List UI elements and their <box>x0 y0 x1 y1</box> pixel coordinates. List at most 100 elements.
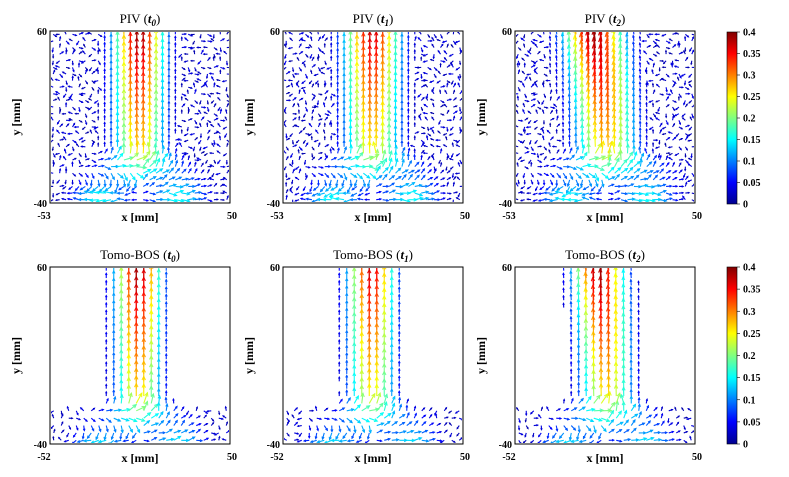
vector-arrowhead <box>321 50 324 54</box>
vector-arrow <box>401 199 411 202</box>
vector-arrowhead <box>316 102 320 106</box>
vector-arrowhead <box>674 177 678 180</box>
vector-arrowhead <box>429 80 432 83</box>
vector-arrowhead <box>548 192 553 196</box>
vector-arrowhead <box>661 34 664 37</box>
vector-arrowhead <box>516 161 519 165</box>
vector-arrowhead <box>61 51 65 54</box>
vector-arrowhead <box>654 111 658 114</box>
vector-arrowhead <box>216 143 219 146</box>
vector-arrowhead <box>303 162 307 166</box>
vector-arrowhead <box>457 32 460 33</box>
vector-arrowhead <box>190 33 193 36</box>
vector-arrow <box>408 182 415 187</box>
vector-arrowhead <box>164 352 168 357</box>
vector-arrowhead <box>644 147 647 151</box>
vector-arrow <box>142 173 148 181</box>
vector-arrowhead <box>407 107 410 111</box>
vector-arrowhead <box>648 174 652 178</box>
vector-arrowhead <box>74 140 78 144</box>
vector-arrowhead <box>105 390 108 394</box>
vector-arrowhead <box>630 183 635 187</box>
vector-arrowhead <box>690 62 693 66</box>
vector-arrowhead <box>689 49 692 53</box>
vector-arrowhead <box>227 169 229 172</box>
vector-arrowhead <box>51 77 53 80</box>
vector-arrow <box>419 32 422 35</box>
vector-arrowhead <box>422 96 425 100</box>
vector-arrowhead <box>526 187 530 190</box>
vector-arrowhead <box>324 83 327 87</box>
vector-arrow <box>599 72 603 88</box>
vector-arrowhead <box>224 135 227 139</box>
vector-arrowhead <box>674 100 678 103</box>
vector-arrowhead <box>305 109 308 113</box>
vector-arrowhead <box>167 106 171 111</box>
vector-arrowhead <box>661 93 665 96</box>
vector-arrowhead <box>133 418 138 423</box>
vector-arrowhead <box>54 78 58 81</box>
vector-arrowhead <box>184 32 188 36</box>
vector-arrowhead <box>110 27 112 29</box>
vector-arrowhead <box>306 35 310 38</box>
vector-arrowhead <box>681 158 684 161</box>
vector-arrowhead <box>214 433 217 436</box>
vector-arrowhead <box>218 412 221 416</box>
vector-arrowhead <box>65 82 68 86</box>
vector-arrowhead <box>539 35 542 38</box>
vector-arrowhead <box>454 97 457 100</box>
vector-arrowhead <box>441 169 445 173</box>
vector-arrow <box>356 144 362 154</box>
vector-arrow <box>343 173 348 180</box>
vector-arrow <box>149 159 157 168</box>
vector-arrowhead <box>310 69 313 73</box>
vector-arrowhead <box>674 59 677 62</box>
vector-arrowhead <box>677 43 680 47</box>
vector-arrowhead <box>407 134 410 138</box>
vector-arrowhead <box>516 174 518 178</box>
vector-arrowhead <box>526 147 530 150</box>
vector-arrowhead <box>532 42 536 45</box>
vector-arrowhead <box>167 126 171 131</box>
vector-arrowhead <box>681 86 685 89</box>
vector-arrowhead <box>687 163 691 166</box>
vector-arrowhead <box>585 72 591 78</box>
vector-arrowhead <box>225 89 228 93</box>
vector-arrowhead <box>288 32 291 34</box>
vector-arrowhead <box>659 128 662 132</box>
vector-arrowhead <box>326 89 329 93</box>
vector-arrow <box>626 65 629 75</box>
vector-arrowhead <box>179 185 184 189</box>
vector-arrowhead <box>664 49 668 53</box>
vector-arrowhead <box>85 82 89 85</box>
vector-arrowhead <box>575 145 579 150</box>
vector-arrowhead <box>326 144 330 147</box>
vector-arrow <box>562 32 564 35</box>
vector-arrowhead <box>219 69 222 72</box>
vector-arrowhead <box>72 69 75 73</box>
vector-arrowhead <box>673 83 676 86</box>
vector-arrowhead <box>222 198 226 201</box>
vector-arrowhead <box>174 35 177 39</box>
vector-arrowhead <box>297 102 300 106</box>
vector-arrowhead <box>105 338 108 342</box>
vector-arrowhead <box>667 131 671 134</box>
vector-arrow <box>367 179 371 187</box>
vector-arrowhead <box>524 95 527 99</box>
vector-arrow <box>586 45 590 61</box>
vector-arrowhead <box>294 52 298 55</box>
vector-arrowhead <box>449 167 453 170</box>
vector-arrowhead <box>400 139 404 144</box>
vector-arrowhead <box>215 92 219 95</box>
vector-arrowhead <box>321 197 327 202</box>
vector-arrow <box>586 38 590 55</box>
vector-arrowhead <box>327 113 330 116</box>
y-tick-top: 60 <box>37 263 47 274</box>
vector-arrowhead <box>103 134 106 138</box>
vector-arrowhead <box>651 68 654 72</box>
vector-arrowhead <box>103 436 107 441</box>
vector-arrowhead <box>546 66 549 69</box>
vector-arrow <box>135 392 143 404</box>
vector-arrow <box>103 199 112 202</box>
vector-arrow <box>606 66 609 81</box>
